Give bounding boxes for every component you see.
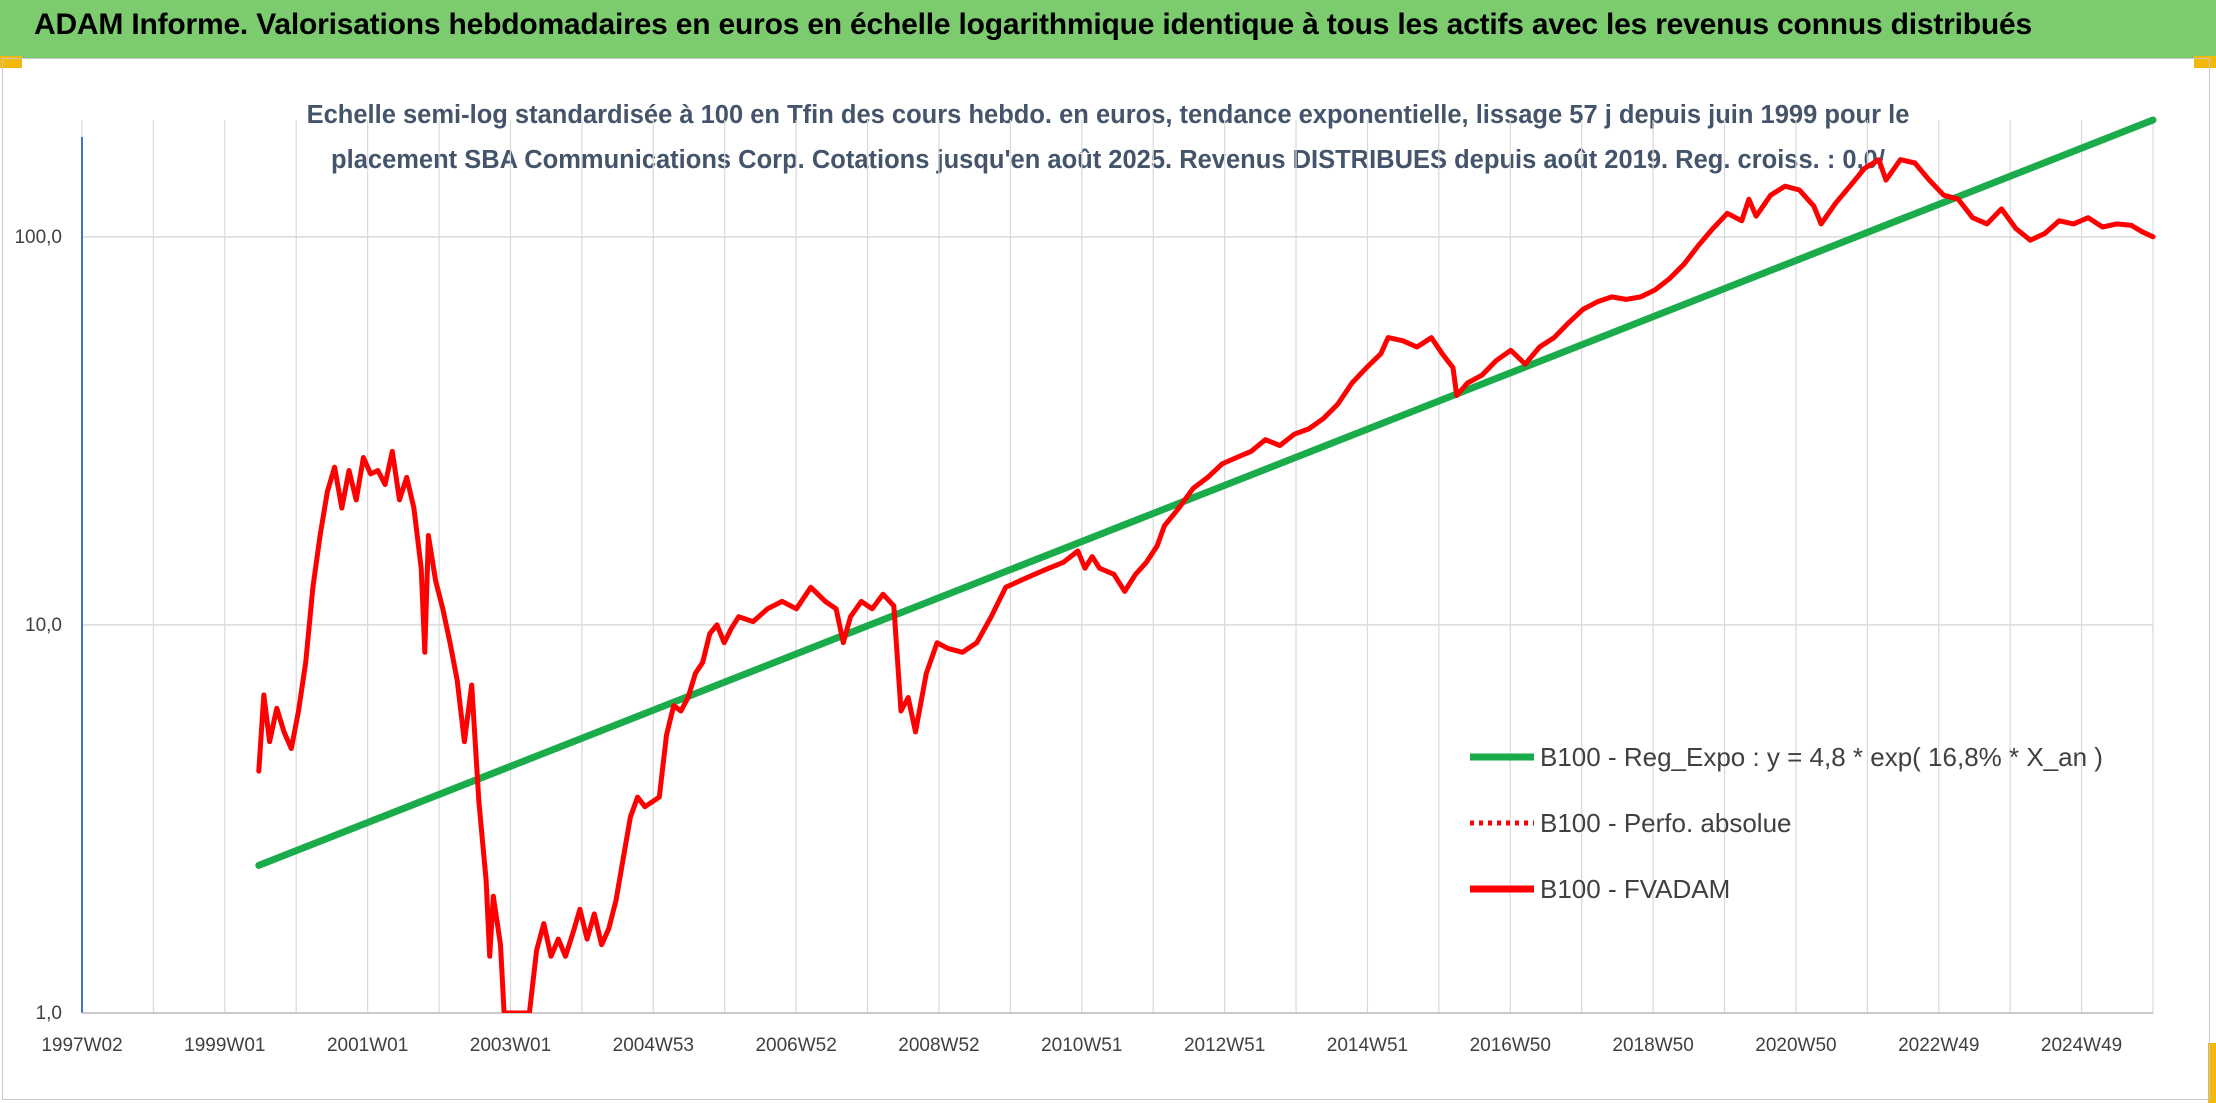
x-tick-label: 2008W52 [898, 1035, 979, 1056]
x-tick-label: 2016W50 [1470, 1035, 1551, 1056]
x-tick-label: 2018W50 [1612, 1035, 1693, 1056]
x-tick-label: 2001W01 [327, 1035, 408, 1056]
chart-title-line-2: placement SBA Communications Corp. Cotat… [331, 146, 1885, 174]
y-tick-label: 10,0 [25, 615, 62, 636]
x-tick-label: 2022W49 [1898, 1035, 1979, 1056]
legend-label-trend: B100 - Reg_Expo : y = 4,8 * exp( 16,8% *… [1540, 742, 2103, 772]
x-tick-label: 1999W01 [184, 1035, 265, 1056]
x-tick-label: 2012W51 [1184, 1035, 1265, 1056]
x-tick-label: 2020W50 [1755, 1035, 1836, 1056]
y-tick-label: 1,0 [36, 1003, 62, 1024]
title-banner: ADAM Informe. Valorisations hebdomadaire… [0, 0, 2216, 58]
report-title: ADAM Informe. Valorisations hebdomadaire… [34, 8, 2032, 41]
x-tick-label: 2024W49 [2041, 1035, 2122, 1056]
y-tick-label: 100,0 [14, 227, 62, 248]
series-layer [255, 116, 2157, 1013]
x-tick-label: 1997W02 [41, 1035, 122, 1056]
chart-frame [2, 58, 2210, 1100]
corner-marker-bottom [2208, 1043, 2216, 1103]
legend-label-perfo: B100 - Perfo. absolue [1540, 808, 1792, 838]
chart-title-line-1: Echelle semi-log standardisée à 100 en T… [307, 101, 1910, 129]
trend-line [255, 116, 2157, 869]
x-tick-label: 2014W51 [1327, 1035, 1408, 1056]
x-tick-label: 2010W51 [1041, 1035, 1122, 1056]
legend-label-fvadam: B100 - FVADAM [1540, 874, 1730, 904]
grid-lines [81, 120, 2154, 1014]
axes: 100,0 10,0 1,0 1997W02 1999W01 2001W01 2003W01… [14, 137, 2153, 1056]
corner-marker-right [2194, 56, 2216, 68]
x-tick-label: 2004W53 [613, 1035, 694, 1056]
fvadam-line [256, 157, 2156, 1013]
corner-marker-left [0, 56, 22, 68]
x-tick-label: 2006W52 [755, 1035, 836, 1056]
x-tick-label: 2003W01 [470, 1035, 551, 1056]
legend: B100 - Reg_Expo : y = 4,8 * exp( 16,8% *… [1470, 742, 2103, 904]
